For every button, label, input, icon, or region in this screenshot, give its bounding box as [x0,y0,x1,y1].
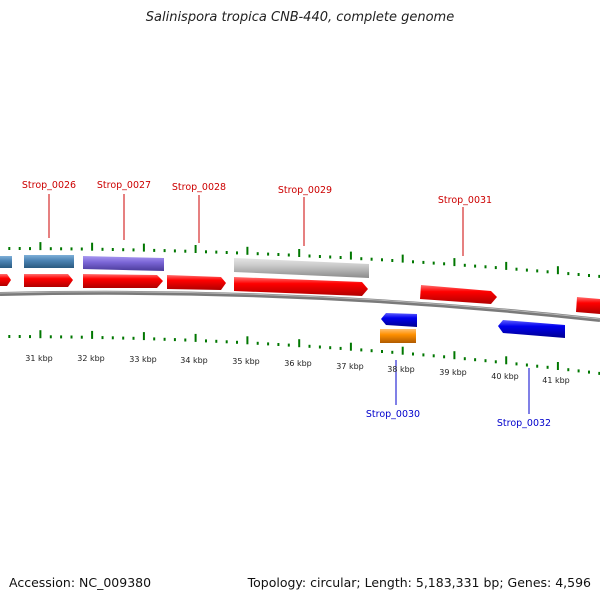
cds-arrow-reverse-0032 [498,320,565,338]
feature-block-steelblue-left [0,256,12,268]
kbp-label-37: 37 kbp [336,362,364,371]
genome-backbone [0,290,600,322]
gene-label-0030: Strop_0030 [366,409,420,420]
feature-block-gray [234,258,369,278]
kbp-label-31: 31 kbp [25,354,53,363]
map-title: Salinispora tropica CNB-440, complete ge… [145,10,455,25]
gene-label-0026: Strop_0026 [22,180,76,191]
feature-block-purple [83,256,164,271]
kbp-label-33: 33 kbp [129,355,157,364]
cds-arrow-forward-0027 [83,274,163,288]
kbp-label-36: 36 kbp [284,359,312,368]
cds-arrow-forward-right [576,297,600,314]
cds-arrow-forward-left [0,274,11,286]
gene-label-0029: Strop_0029 [278,185,332,196]
feature-block-steelblue [24,255,74,268]
feature-block-orange [380,329,416,343]
gene-label-0027: Strop_0027 [97,180,151,191]
cds-arrow-forward-0031 [420,285,497,304]
cds-arrow-forward-0026 [24,274,73,287]
kbp-label-35: 35 kbp [232,357,260,366]
gene-label-0028: Strop_0028 [172,182,226,193]
accession-text: Accession: NC_009380 [9,575,152,590]
kbp-label-41: 41 kbp [542,376,570,385]
gene-label-0032: Strop_0032 [497,418,551,429]
genome-summary-text: Topology: circular; Length: 5,183,331 bp… [247,575,591,590]
kbp-label-38: 38 kbp [387,365,415,374]
cds-arrow-forward-0029 [234,277,368,296]
kbp-label-32: 32 kbp [77,354,105,363]
kbp-label-34: 34 kbp [180,356,208,365]
cds-arrow-forward-0028 [167,275,226,290]
gene-label-0031: Strop_0031 [438,195,492,206]
cds-arrow-reverse-0030 [381,313,417,327]
kbp-label-40: 40 kbp [491,372,519,381]
outer-ruler [8,242,600,278]
inner-ruler [8,330,600,375]
kbp-label-39: 39 kbp [439,368,467,377]
